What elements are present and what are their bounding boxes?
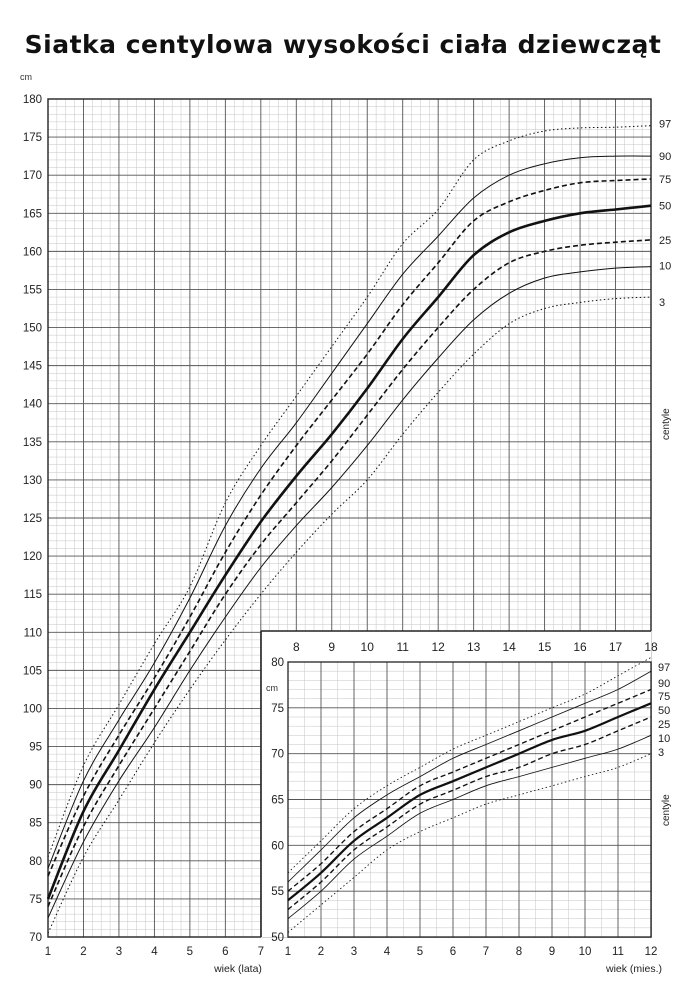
y-tick-label: 150 [23, 323, 42, 335]
inset-x-tick-label: 10 [579, 946, 592, 958]
y-unit-label: cm [20, 72, 32, 82]
y-tick-label: 155 [23, 284, 42, 296]
inset-centile-label-50: 50 [658, 705, 670, 717]
x-tick-label: 9 [328, 640, 335, 654]
inset-y-tick-label: 65 [271, 795, 284, 807]
centile-curve-90 [47, 155, 652, 869]
y-tick-label: 120 [23, 551, 42, 563]
x-tick-label: 5 [187, 946, 193, 958]
x-tick-label: 11 [396, 640, 409, 654]
inset-x-tick-label: 7 [483, 946, 489, 958]
centile-label-90: 90 [659, 151, 671, 163]
inset-centile-curve-10 [287, 734, 652, 920]
x-tick-label: 4 [151, 946, 158, 958]
inset-centile-curve-90 [287, 670, 652, 883]
x-tick-label: 18 [644, 640, 658, 654]
inset-y-unit-label: cm [266, 683, 278, 693]
centile-label-97: 97 [659, 119, 671, 131]
x-tick-label: 10 [361, 640, 375, 654]
inset-x-tick-label: 11 [612, 946, 624, 958]
inset-centile-label-75: 75 [658, 691, 670, 703]
x-tick-label: 8 [293, 640, 300, 654]
y-tick-label: 170 [23, 170, 42, 182]
inset-x-tick-label: 6 [450, 946, 456, 958]
x-tick-label: 13 [467, 640, 481, 654]
inset-centile-label-97: 97 [658, 662, 670, 674]
inset-x-axis-label: wiek (mies.) [605, 963, 662, 975]
y-tick-label: 110 [24, 627, 42, 639]
inset-centile-label-3: 3 [658, 747, 664, 759]
x-tick-label: 16 [573, 640, 587, 654]
inset-y-tick-label: 70 [271, 749, 284, 761]
side-label: centyle [661, 408, 672, 440]
inset-centile-curve-97 [287, 657, 652, 874]
x-tick-label: 6 [222, 946, 228, 958]
y-tick-label: 165 [23, 208, 42, 220]
centile-curve-3 [47, 296, 652, 934]
centile-label-3: 3 [659, 297, 665, 309]
inset-y-tick-label: 50 [271, 932, 284, 944]
inset-centile-label-90: 90 [658, 678, 670, 690]
y-tick-label: 140 [23, 399, 42, 411]
centile-label-10: 10 [659, 261, 671, 273]
inset-x-tick-label: 4 [384, 946, 391, 958]
inset-centile-curve-50 [287, 702, 652, 902]
y-tick-label: 180 [23, 94, 42, 106]
x-tick-label: 17 [609, 640, 623, 654]
y-tick-label: 105 [23, 665, 42, 677]
x-tick-label: 7 [258, 946, 264, 958]
y-tick-label: 75 [29, 894, 42, 906]
inset-side-label: centyle [661, 794, 672, 826]
x-tick-label: 14 [502, 640, 516, 654]
inset-y-tick-label: 75 [271, 703, 284, 715]
x-tick-label: 1 [45, 946, 51, 958]
y-tick-label: 145 [23, 361, 42, 373]
inset-y-tick-label: 60 [271, 840, 284, 852]
y-tick-label: 175 [23, 132, 42, 144]
y-tick-label: 125 [23, 513, 42, 525]
centile-curve-10 [47, 266, 652, 919]
inset-x-tick-label: 9 [549, 946, 555, 958]
inset-centile-curve-25 [287, 716, 652, 911]
y-tick-label: 100 [23, 703, 42, 715]
inset-x-tick-label: 3 [351, 946, 357, 958]
x-axis-label: wiek (lata) [213, 963, 262, 975]
y-tick-label: 70 [29, 932, 42, 944]
inset-plot-frame [287, 661, 652, 938]
y-tick-label: 130 [23, 475, 42, 487]
x-tick-label: 3 [116, 946, 122, 958]
centile-label-50: 50 [659, 201, 671, 213]
y-tick-label: 80 [29, 856, 42, 868]
centile-curve-25 [47, 239, 652, 907]
centile-curve-50 [46, 204, 652, 900]
centile-label-25: 25 [659, 235, 671, 247]
inset-centile-label-10: 10 [658, 733, 670, 745]
y-tick-label: 85 [29, 818, 42, 830]
centile-label-75: 75 [659, 174, 671, 186]
inset-y-tick-label: 80 [271, 657, 284, 669]
y-tick-label: 95 [29, 742, 42, 754]
x-tick-label: 12 [431, 640, 445, 654]
inset-centile-curve-3 [287, 753, 652, 933]
inset-centile-label-25: 25 [658, 719, 670, 731]
y-tick-label: 160 [23, 246, 42, 258]
y-tick-label: 90 [29, 780, 42, 792]
x-tick-label: 15 [538, 640, 552, 654]
chart-title: Siatka centylowa wysokości ciała dziewcz… [24, 30, 662, 59]
x-tick-label: 2 [80, 946, 86, 958]
y-tick-label: 115 [24, 589, 42, 601]
inset-x-tick-label: 8 [516, 946, 522, 958]
inset-x-tick-label: 5 [417, 946, 423, 958]
inset-y-tick-label: 55 [271, 886, 284, 898]
y-tick-label: 135 [23, 437, 42, 449]
inset-x-tick-label: 12 [645, 946, 658, 958]
inset-x-tick-label: 2 [318, 946, 324, 958]
inset-x-tick-label: 1 [285, 946, 291, 958]
